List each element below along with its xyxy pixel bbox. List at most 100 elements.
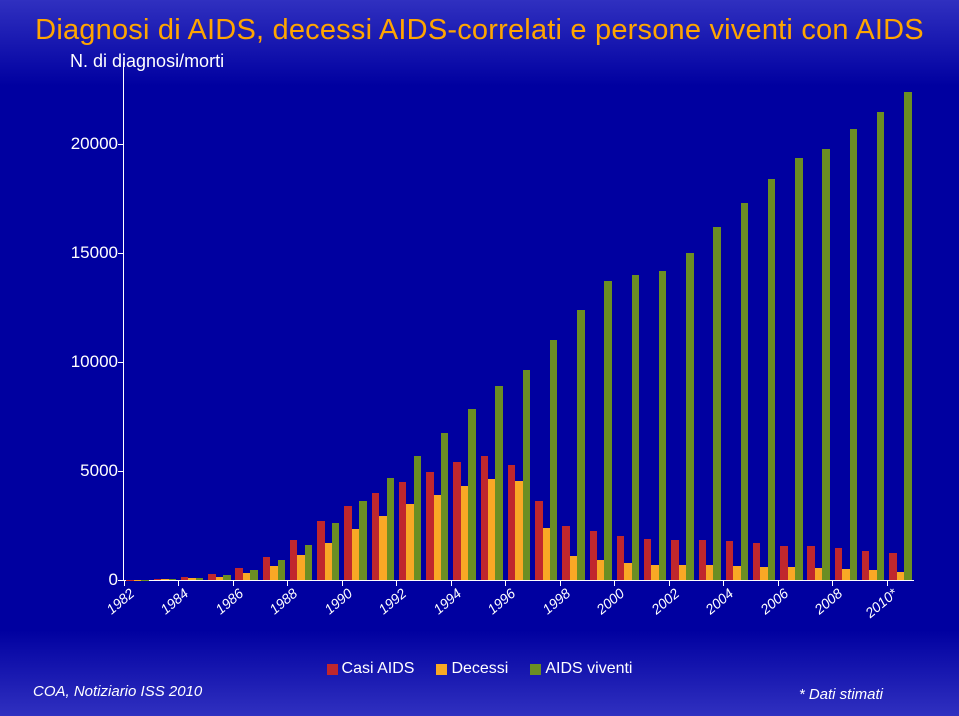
x-axis-line [123, 580, 914, 581]
x-tick-label: 1996 [470, 585, 519, 629]
bar [399, 482, 406, 580]
y-tick-mark [118, 253, 124, 254]
x-tick-mark [778, 580, 779, 586]
bar [387, 478, 394, 580]
x-tick-label: 1986 [198, 585, 247, 629]
bar [815, 568, 822, 580]
x-tick-label: 2004 [688, 585, 737, 629]
bar [842, 569, 849, 580]
bar [713, 227, 720, 580]
x-tick-label: 2008 [797, 585, 846, 629]
bar [624, 563, 631, 580]
bar [671, 540, 678, 580]
bar [523, 370, 530, 580]
bar [188, 578, 195, 580]
x-tick-label: 2006 [742, 585, 791, 629]
bar [679, 565, 686, 580]
bar [768, 179, 775, 580]
bar [495, 386, 502, 580]
bar [869, 570, 876, 580]
bar [317, 521, 324, 580]
legend-label-decessi: Decessi [451, 660, 508, 678]
x-tick-label: 1982 [89, 585, 138, 629]
bar [235, 568, 242, 580]
x-tick-mark [669, 580, 670, 586]
swatch-casi [327, 664, 338, 675]
swatch-viventi [530, 664, 541, 675]
bar [305, 545, 312, 580]
bar [169, 579, 176, 580]
chart-title: Diagnosi di AIDS, decessi AIDS-correlati… [0, 14, 959, 47]
bar [325, 543, 332, 580]
x-tick-label: 2010* [851, 585, 900, 629]
bar [359, 501, 366, 580]
bar [434, 495, 441, 580]
legend-item-decessi: Decessi [436, 660, 508, 678]
bar [550, 340, 557, 580]
bar [468, 409, 475, 580]
bar [760, 567, 767, 581]
bar [508, 465, 515, 580]
x-tick-mark [887, 580, 888, 586]
y-tick-mark [118, 144, 124, 145]
bar [904, 92, 911, 580]
bar [788, 567, 795, 580]
bar [726, 541, 733, 580]
bar [706, 565, 713, 580]
x-tick-label: 2002 [634, 585, 683, 629]
source-text: COA, Notiziario ISS 2010 [33, 683, 202, 700]
bar [733, 566, 740, 580]
footnote-text: * Dati stimati [799, 686, 883, 703]
bar [278, 560, 285, 580]
bar [659, 271, 666, 580]
bar [515, 481, 522, 580]
bar [481, 456, 488, 580]
y-axis-label: N. di diagnosi/morti [70, 51, 224, 72]
bar [461, 486, 468, 580]
bar [216, 577, 223, 580]
bar [297, 555, 304, 580]
bar [270, 566, 277, 580]
y-tick-label: 20000 [71, 134, 118, 154]
bar [372, 493, 379, 580]
bar [332, 523, 339, 580]
slide: Diagnosi di AIDS, decessi AIDS-correlati… [0, 0, 959, 716]
legend-label-casi: Casi AIDS [342, 660, 415, 678]
bar [196, 578, 203, 580]
x-tick-label: 1984 [143, 585, 192, 629]
bar [414, 456, 421, 580]
bar [208, 574, 215, 580]
bar [741, 203, 748, 580]
bar [651, 565, 658, 580]
x-tick-label: 1990 [307, 585, 356, 629]
y-tick-mark [118, 471, 124, 472]
bar [590, 531, 597, 580]
bar [795, 158, 802, 580]
bar [780, 546, 787, 580]
bar [877, 112, 884, 580]
bar [807, 546, 814, 580]
bar [862, 551, 869, 580]
bar [441, 433, 448, 580]
bar [453, 462, 460, 580]
bar [597, 560, 604, 580]
bar [699, 540, 706, 580]
bar [263, 557, 270, 580]
y-tick-mark [118, 362, 124, 363]
bar [644, 539, 651, 580]
bar [543, 528, 550, 580]
bar [161, 579, 168, 580]
bar [850, 129, 857, 580]
bar [352, 529, 359, 580]
bar [835, 548, 842, 580]
y-tick-label: 15000 [71, 243, 118, 263]
bar [344, 506, 351, 580]
bar [577, 310, 584, 580]
legend-label-viventi: AIDS viventi [545, 660, 632, 678]
x-tick-label: 1994 [416, 585, 465, 629]
bar [535, 501, 542, 580]
y-tick-label: 10000 [71, 352, 118, 372]
y-tick-label: 5000 [80, 461, 118, 481]
bar [562, 526, 569, 580]
x-tick-label: 2000 [579, 585, 628, 629]
